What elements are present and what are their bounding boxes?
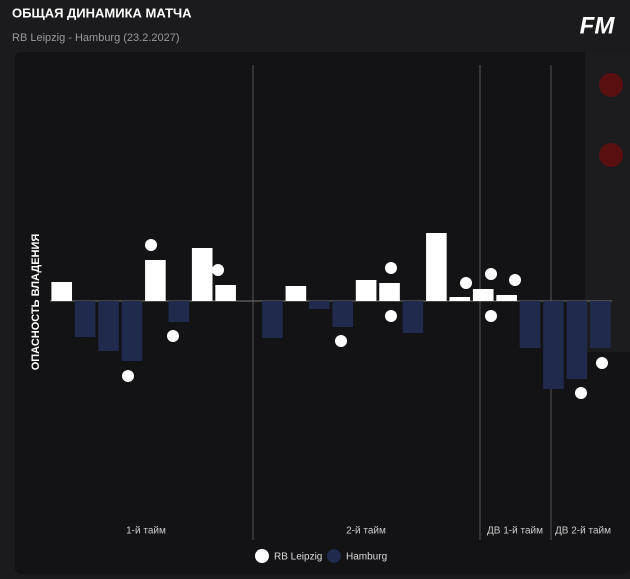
bar: [379, 283, 400, 301]
bar: [308, 301, 330, 309]
ball: [335, 335, 347, 347]
bar: [566, 301, 588, 379]
bar: [51, 282, 73, 301]
chart-panel: [15, 52, 630, 574]
ball: [509, 274, 521, 286]
bar: [472, 289, 494, 301]
period-label: 2-й тайм: [346, 526, 386, 537]
bar: [543, 301, 564, 389]
legend-swatch: [327, 549, 341, 563]
ball: [385, 310, 397, 322]
bar: [402, 301, 424, 333]
logo: FM: [580, 12, 616, 39]
ball: [167, 330, 179, 342]
legend-label: RB Leipzig: [274, 552, 322, 563]
ball: [575, 387, 587, 399]
period-label: ДВ 2-й тайм: [555, 526, 611, 537]
bar: [121, 301, 143, 361]
goal-icons: [122, 239, 608, 399]
legend-label: Hamburg: [346, 552, 387, 563]
bar: [589, 301, 611, 348]
ball: [122, 370, 134, 382]
club-badge: [599, 143, 623, 167]
ball: [145, 239, 157, 251]
ball: [385, 262, 397, 274]
bar: [519, 301, 541, 348]
bar: [145, 260, 166, 301]
y-axis-label: ОПАСНОСТЬ ВЛАДЕНИЯ: [30, 234, 42, 371]
bar: [98, 301, 119, 351]
ball: [212, 264, 224, 276]
bar: [285, 286, 307, 301]
bar: [262, 301, 283, 338]
period-label: 1-й тайм: [126, 526, 166, 537]
legend-swatch: [255, 549, 269, 563]
bar: [215, 285, 236, 301]
title: ОБЩАЯ ДИНАМИКА МАТЧА: [12, 5, 192, 20]
ball: [596, 357, 608, 369]
ball: [485, 310, 497, 322]
bar: [191, 248, 213, 301]
bar: [426, 233, 447, 301]
club-badge: [599, 73, 623, 97]
bar: [168, 301, 190, 322]
bar: [496, 295, 517, 301]
ball: [485, 268, 497, 280]
period-label: ДВ 1-й тайм: [487, 526, 543, 537]
bar: [355, 280, 377, 301]
bar: [332, 301, 354, 327]
bar: [74, 301, 96, 337]
ball: [460, 277, 472, 289]
subtitle: RB Leipzig - Hamburg (23.2.2027): [12, 32, 180, 44]
bar: [449, 297, 471, 301]
